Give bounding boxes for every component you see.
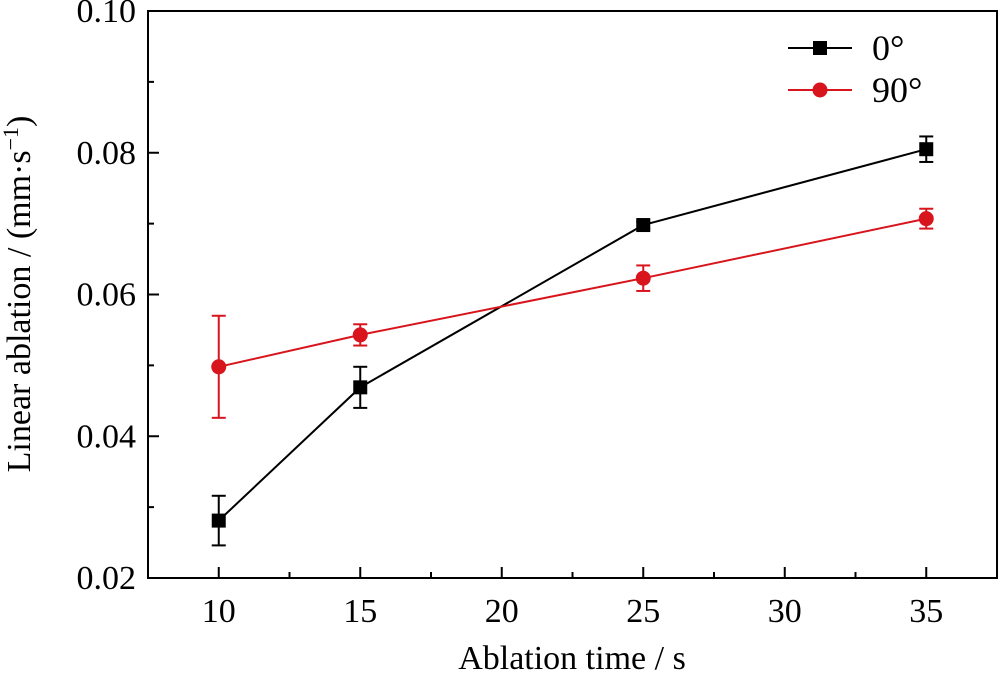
series-line bbox=[218, 217, 927, 368]
data-point bbox=[919, 142, 934, 157]
y-tick-label: 0.08 bbox=[77, 135, 137, 172]
legend-marker bbox=[812, 82, 828, 98]
y-axis-title-close: ) bbox=[1, 116, 38, 127]
x-tick-label: 25 bbox=[626, 593, 660, 630]
x-tick-label: 35 bbox=[909, 593, 943, 630]
plot-frame bbox=[147, 10, 998, 579]
series-0 bbox=[211, 135, 934, 547]
series-1 bbox=[211, 207, 934, 419]
legend-label: 0° bbox=[872, 28, 904, 68]
axis-ticks: 10 15 20 25 30 35 0.02 0.04 0.06 0.08 0.10 bbox=[77, 0, 944, 630]
legend-label: 90° bbox=[872, 70, 922, 110]
series-line bbox=[218, 148, 927, 522]
legend: 0°90° bbox=[788, 28, 922, 110]
data-point bbox=[918, 211, 934, 227]
y-tick-label: 0.10 bbox=[77, 0, 137, 30]
data-point bbox=[636, 218, 651, 233]
x-tick-label: 20 bbox=[485, 593, 519, 630]
y-axis-title-exponent: −1 bbox=[0, 127, 23, 150]
data-point bbox=[211, 513, 226, 528]
x-tick-label: 30 bbox=[768, 593, 802, 630]
y-tick-label: 0.06 bbox=[77, 277, 137, 314]
data-point bbox=[211, 359, 227, 375]
y-axis-title: Linear ablation / (mm·s−1) bbox=[0, 116, 38, 473]
data-point bbox=[635, 270, 651, 286]
legend-marker bbox=[813, 41, 827, 55]
x-tick-label: 15 bbox=[343, 593, 377, 630]
data-point bbox=[352, 327, 368, 343]
x-tick-label: 10 bbox=[202, 593, 236, 630]
legend-item-1: 90° bbox=[788, 70, 922, 110]
y-tick-label: 0.04 bbox=[77, 418, 137, 455]
data-point bbox=[353, 380, 368, 395]
series-layer bbox=[211, 135, 934, 547]
legend-item-0: 0° bbox=[788, 28, 904, 68]
x-axis-title: Ablation time / s bbox=[458, 640, 686, 674]
y-tick-label: 0.02 bbox=[77, 560, 137, 597]
